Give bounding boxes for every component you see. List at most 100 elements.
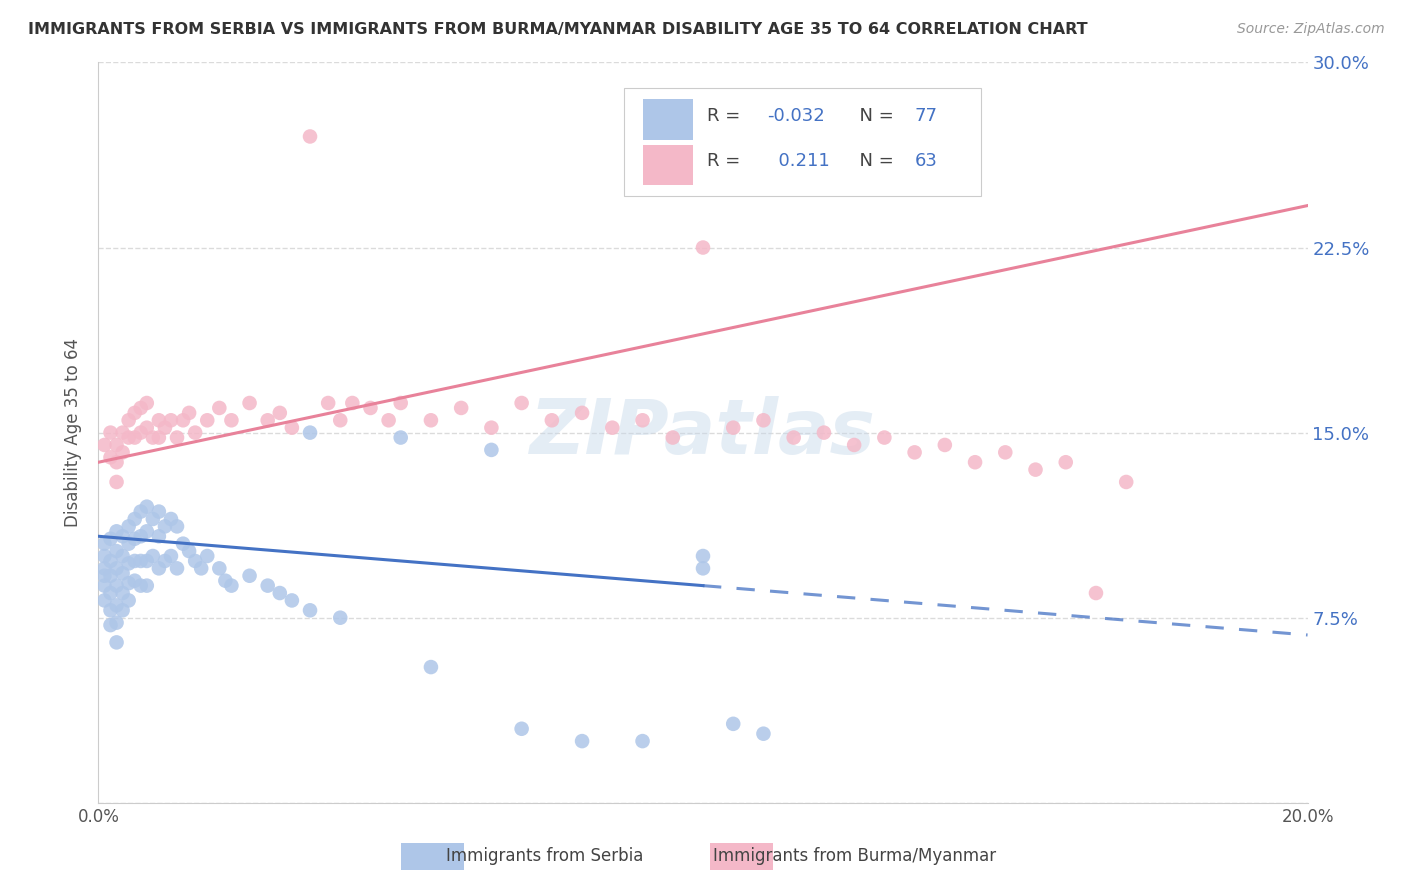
Point (813, 425, 835, 440)
Point (172, 413, 194, 427)
Point (160, 549, 183, 563)
Point (752, 727, 775, 741)
Point (269, 406, 291, 420)
Point (148, 413, 170, 427)
Point (166, 561, 188, 575)
Text: Immigrants from Burma/Myanmar: Immigrants from Burma/Myanmar (692, 847, 995, 865)
Point (105, 599, 128, 613)
Point (692, 549, 714, 563)
Point (100, 532, 122, 546)
Point (142, 512, 165, 526)
Point (360, 401, 382, 415)
Point (904, 445, 927, 459)
Point (299, 425, 322, 440)
Point (93, 549, 115, 563)
Point (299, 129, 322, 144)
Point (129, 505, 152, 519)
Point (389, 396, 412, 410)
Point (221, 413, 243, 427)
Point (661, 431, 683, 445)
Point (105, 635, 128, 649)
Point (124, 574, 146, 588)
Point (631, 734, 654, 748)
Point (723, 716, 745, 731)
Point (153, 420, 176, 434)
Y-axis label: Disability Age 35 to 64: Disability Age 35 to 64 (65, 338, 83, 527)
Point (377, 413, 399, 427)
Text: R =: R = (707, 107, 745, 125)
Point (873, 431, 896, 445)
Point (571, 734, 593, 748)
Point (118, 536, 141, 550)
Point (135, 554, 157, 568)
Point (100, 425, 122, 440)
Point (142, 549, 165, 563)
Point (281, 593, 304, 607)
Point (105, 524, 128, 539)
Text: N =: N = (848, 107, 900, 125)
Text: IMMIGRANTS FROM SERBIA VS IMMIGRANTS FROM BURMA/MYANMAR DISABILITY AGE 35 TO 64 : IMMIGRANTS FROM SERBIA VS IMMIGRANTS FRO… (28, 22, 1088, 37)
Point (100, 568, 122, 582)
Point (692, 561, 714, 575)
Point (342, 396, 364, 410)
Point (389, 431, 412, 445)
Point (118, 557, 141, 571)
Point (105, 615, 128, 630)
Point (256, 579, 278, 593)
Point (124, 532, 146, 546)
Point (100, 554, 122, 568)
Point (129, 529, 152, 543)
Text: -0.032: -0.032 (768, 107, 825, 125)
Point (105, 455, 128, 469)
Point (316, 396, 339, 410)
Point (129, 401, 152, 415)
Point (100, 586, 122, 600)
Point (135, 396, 157, 410)
Point (481, 442, 503, 457)
Point (1115, 475, 1137, 489)
Point (135, 500, 157, 514)
Point (166, 431, 188, 445)
Point (118, 519, 141, 533)
Point (129, 554, 152, 568)
Point (111, 549, 134, 563)
Point (299, 603, 322, 617)
Point (129, 425, 152, 440)
Point (129, 579, 152, 593)
Text: Immigrants from Serbia: Immigrants from Serbia (425, 847, 644, 865)
Point (420, 660, 443, 674)
Point (602, 420, 624, 434)
Point (166, 519, 188, 533)
Point (214, 574, 236, 588)
Text: N =: N = (848, 152, 900, 169)
Text: 63: 63 (915, 152, 938, 169)
Point (994, 445, 1017, 459)
Point (105, 544, 128, 558)
Point (148, 505, 170, 519)
Point (100, 450, 122, 465)
Point (184, 425, 207, 440)
Point (105, 579, 128, 593)
Point (631, 413, 654, 427)
Point (208, 401, 231, 415)
Point (100, 618, 122, 632)
Point (723, 420, 745, 434)
Point (160, 512, 183, 526)
Point (571, 406, 593, 420)
Point (93, 438, 115, 452)
Point (93, 579, 115, 593)
FancyBboxPatch shape (643, 145, 693, 186)
Point (124, 554, 146, 568)
Point (105, 438, 128, 452)
Point (510, 722, 533, 736)
Point (111, 445, 134, 459)
Point (752, 413, 775, 427)
Point (221, 579, 243, 593)
Point (111, 425, 134, 440)
Point (239, 396, 262, 410)
Point (281, 420, 304, 434)
Point (934, 438, 956, 452)
Point (124, 431, 146, 445)
Text: ZIPatlas: ZIPatlas (530, 396, 876, 469)
Point (105, 561, 128, 575)
